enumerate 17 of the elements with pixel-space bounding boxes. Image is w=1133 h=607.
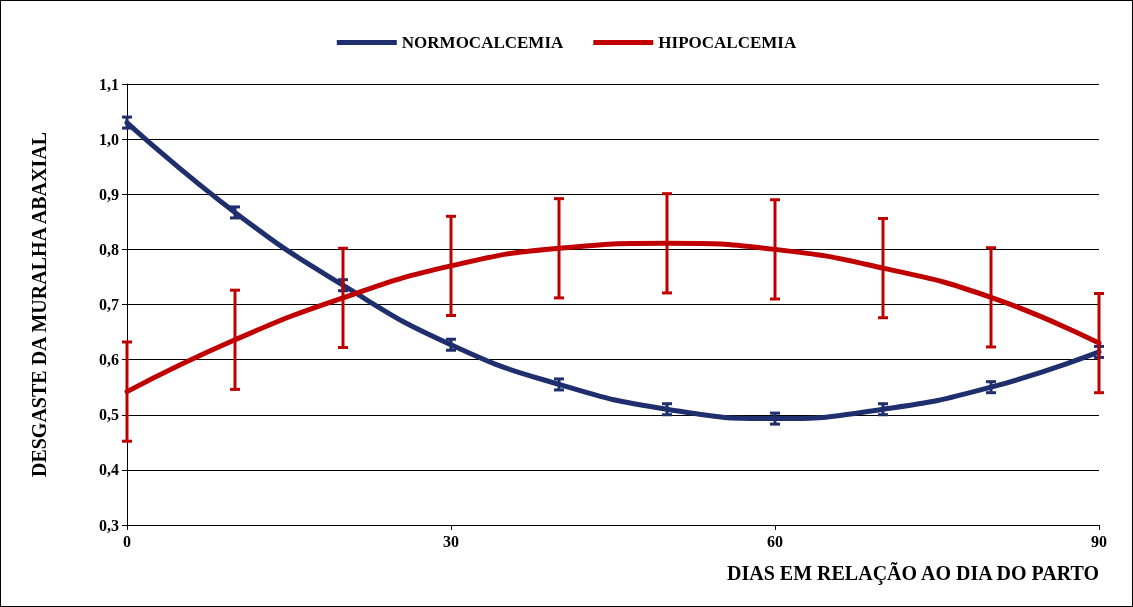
y-tick-label: 1,0 xyxy=(99,130,119,148)
y-tick-label: 0,6 xyxy=(99,351,119,369)
y-tick-label: 0,7 xyxy=(99,296,119,313)
legend-label: NORMOCALCEMIA xyxy=(401,33,565,52)
y-tick-label: 0,4 xyxy=(99,461,119,479)
x-tick-label: 0 xyxy=(123,532,131,550)
legend-label: HIPOCALCEMIA xyxy=(658,33,797,52)
x-axis-title: DIAS EM RELAÇÃO AO DIA DO PARTO xyxy=(727,562,1099,585)
x-tick-label: 30 xyxy=(443,532,459,550)
y-tick-label: 0,9 xyxy=(99,185,119,203)
y-tick-label: 1,1 xyxy=(99,75,119,93)
y-tick-label: 0,8 xyxy=(99,240,119,258)
x-tick-label: 60 xyxy=(767,532,783,550)
y-tick-label: 0,3 xyxy=(99,516,119,534)
y-tick-label: 0,5 xyxy=(99,406,119,424)
x-tick-label: 90 xyxy=(1091,532,1107,550)
y-axis-title: DESGASTE DA MURALHA ABAXIAL xyxy=(28,131,50,478)
